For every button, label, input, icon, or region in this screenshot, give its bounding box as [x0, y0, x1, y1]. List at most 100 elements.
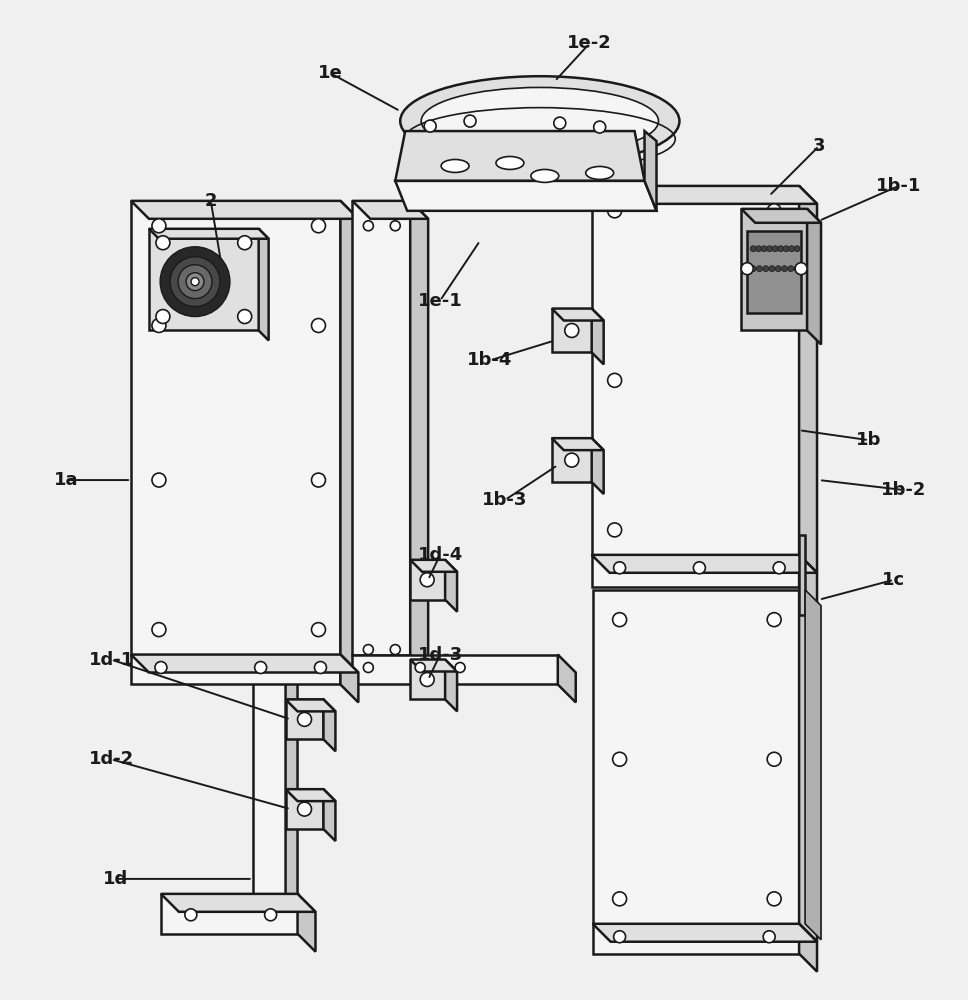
Polygon shape — [552, 309, 604, 321]
Polygon shape — [592, 924, 800, 954]
Circle shape — [613, 752, 626, 766]
Polygon shape — [161, 894, 316, 912]
Polygon shape — [341, 655, 358, 702]
Polygon shape — [800, 555, 817, 605]
Polygon shape — [161, 894, 297, 934]
Polygon shape — [149, 229, 268, 239]
Polygon shape — [800, 186, 817, 573]
Circle shape — [160, 247, 230, 317]
Circle shape — [420, 673, 434, 686]
Ellipse shape — [421, 87, 658, 155]
Polygon shape — [645, 131, 656, 211]
Polygon shape — [591, 555, 817, 573]
Circle shape — [238, 310, 252, 324]
Text: 1b-3: 1b-3 — [482, 491, 528, 509]
Circle shape — [693, 562, 706, 574]
Circle shape — [795, 263, 807, 275]
Circle shape — [185, 909, 197, 921]
Polygon shape — [395, 181, 656, 211]
Polygon shape — [591, 555, 800, 587]
Circle shape — [297, 802, 312, 816]
Polygon shape — [286, 789, 323, 829]
Circle shape — [564, 453, 579, 467]
Text: 1b-2: 1b-2 — [881, 481, 926, 499]
Circle shape — [156, 236, 170, 250]
Circle shape — [152, 319, 166, 332]
Circle shape — [312, 319, 325, 332]
Circle shape — [763, 931, 775, 943]
Circle shape — [741, 263, 753, 275]
Circle shape — [763, 266, 769, 272]
Polygon shape — [131, 655, 341, 684]
Polygon shape — [352, 201, 428, 219]
Circle shape — [363, 663, 374, 673]
Circle shape — [152, 219, 166, 233]
Ellipse shape — [586, 166, 614, 179]
Polygon shape — [558, 655, 576, 702]
Circle shape — [781, 266, 788, 272]
Text: 2: 2 — [204, 192, 217, 210]
Circle shape — [614, 562, 625, 574]
Circle shape — [312, 219, 325, 233]
Circle shape — [768, 892, 781, 906]
Circle shape — [415, 663, 425, 673]
Circle shape — [255, 662, 266, 674]
Circle shape — [794, 246, 801, 252]
Circle shape — [794, 266, 801, 272]
Polygon shape — [410, 560, 457, 572]
Polygon shape — [286, 655, 297, 911]
Text: 1d-2: 1d-2 — [88, 750, 134, 768]
Circle shape — [772, 246, 778, 252]
Polygon shape — [807, 209, 821, 344]
Polygon shape — [592, 590, 800, 924]
Circle shape — [750, 246, 756, 252]
Polygon shape — [747, 231, 802, 313]
Circle shape — [186, 273, 204, 291]
Polygon shape — [286, 789, 336, 801]
Polygon shape — [149, 229, 258, 330]
Polygon shape — [131, 655, 358, 673]
Circle shape — [264, 909, 277, 921]
Polygon shape — [591, 438, 604, 494]
Polygon shape — [131, 201, 358, 219]
Circle shape — [761, 246, 768, 252]
Ellipse shape — [530, 169, 559, 182]
Circle shape — [768, 752, 781, 766]
Polygon shape — [410, 660, 457, 672]
Polygon shape — [395, 131, 645, 181]
Polygon shape — [552, 438, 591, 482]
Polygon shape — [741, 209, 807, 330]
Polygon shape — [591, 186, 800, 555]
Circle shape — [613, 613, 626, 627]
Circle shape — [756, 246, 762, 252]
Polygon shape — [352, 201, 410, 655]
Text: 1c: 1c — [882, 571, 905, 589]
Circle shape — [608, 523, 621, 537]
Polygon shape — [800, 924, 817, 972]
Polygon shape — [552, 438, 604, 450]
Circle shape — [178, 265, 212, 299]
Polygon shape — [800, 535, 805, 615]
Circle shape — [768, 204, 781, 218]
Text: 1e: 1e — [318, 64, 343, 82]
Circle shape — [554, 117, 565, 129]
Circle shape — [155, 662, 166, 674]
Circle shape — [757, 266, 763, 272]
Text: 1e-2: 1e-2 — [567, 34, 612, 52]
Circle shape — [420, 573, 434, 587]
Circle shape — [297, 712, 312, 726]
Circle shape — [788, 266, 794, 272]
Polygon shape — [591, 186, 817, 204]
Circle shape — [775, 266, 781, 272]
Circle shape — [390, 645, 400, 655]
Polygon shape — [410, 660, 445, 699]
Circle shape — [455, 663, 465, 673]
Polygon shape — [286, 699, 336, 711]
Circle shape — [773, 562, 785, 574]
Text: 1a: 1a — [54, 471, 78, 489]
Polygon shape — [445, 560, 457, 612]
Ellipse shape — [441, 159, 469, 172]
Circle shape — [156, 310, 170, 324]
Ellipse shape — [400, 76, 680, 166]
Circle shape — [152, 623, 166, 637]
